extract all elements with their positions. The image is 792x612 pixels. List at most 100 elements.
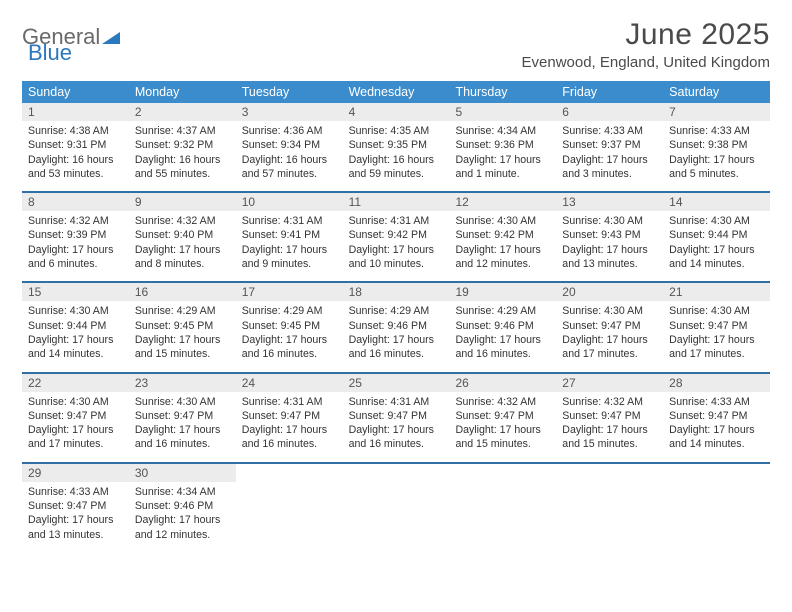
calendar-day: 1Sunrise: 4:38 AMSunset: 9:31 PMDaylight… xyxy=(22,103,129,191)
day-number: 22 xyxy=(22,374,129,392)
sunset-line: Sunset: 9:44 PM xyxy=(28,319,123,333)
brand-triangle-icon xyxy=(102,30,120,44)
daylight-line: Daylight: 17 hours and 13 minutes. xyxy=(562,243,657,272)
sunset-line: Sunset: 9:47 PM xyxy=(242,409,337,423)
day-details: Sunrise: 4:31 AMSunset: 9:41 PMDaylight:… xyxy=(236,211,343,281)
daylight-line: Daylight: 17 hours and 15 minutes. xyxy=(135,333,230,362)
sunset-line: Sunset: 9:42 PM xyxy=(455,228,550,242)
day-number: 27 xyxy=(556,374,663,392)
daylight-line: Daylight: 17 hours and 16 minutes. xyxy=(349,333,444,362)
weekday-header: Thursday xyxy=(449,81,556,103)
daylight-line: Daylight: 16 hours and 53 minutes. xyxy=(28,153,123,182)
sunrise-line: Sunrise: 4:32 AM xyxy=(455,395,550,409)
day-details: Sunrise: 4:34 AMSunset: 9:36 PMDaylight:… xyxy=(449,121,556,191)
daylight-line: Daylight: 16 hours and 59 minutes. xyxy=(349,153,444,182)
sunset-line: Sunset: 9:36 PM xyxy=(455,138,550,152)
day-number: 1 xyxy=(22,103,129,121)
daylight-line: Daylight: 17 hours and 16 minutes. xyxy=(242,423,337,452)
day-details: Sunrise: 4:30 AMSunset: 9:47 PMDaylight:… xyxy=(129,392,236,462)
weekday-header: Saturday xyxy=(663,81,770,103)
sunrise-line: Sunrise: 4:29 AM xyxy=(135,304,230,318)
sunset-line: Sunset: 9:35 PM xyxy=(349,138,444,152)
calendar-day: 3Sunrise: 4:36 AMSunset: 9:34 PMDaylight… xyxy=(236,103,343,191)
day-details: Sunrise: 4:29 AMSunset: 9:46 PMDaylight:… xyxy=(449,301,556,371)
day-details: Sunrise: 4:31 AMSunset: 9:47 PMDaylight:… xyxy=(236,392,343,462)
calendar-day: 4 Sunrise: 4:35 AMSunset: 9:35 PMDaylight… xyxy=(343,103,450,191)
calendar-week: 22Sunrise: 4:30 AMSunset: 9:47 PMDayligh… xyxy=(22,372,770,462)
daylight-line: Daylight: 16 hours and 57 minutes. xyxy=(242,153,337,182)
sunrise-line: Sunrise: 4:32 AM xyxy=(28,214,123,228)
day-number: 4 xyxy=(343,103,450,121)
day-number: 18 xyxy=(343,283,450,301)
day-details: Sunrise: 4:31 AMSunset: 9:47 PMDaylight:… xyxy=(343,392,450,462)
daylight-line: Daylight: 17 hours and 17 minutes. xyxy=(669,333,764,362)
weekday-header: Wednesday xyxy=(343,81,450,103)
sunset-line: Sunset: 9:46 PM xyxy=(135,499,230,513)
calendar-day: 13Sunrise: 4:30 AMSunset: 9:43 PMDayligh… xyxy=(556,193,663,281)
calendar-day: 26Sunrise: 4:32 AMSunset: 9:47 PMDayligh… xyxy=(449,374,556,462)
sunrise-line: Sunrise: 4:32 AM xyxy=(562,395,657,409)
daylight-line: Daylight: 17 hours and 16 minutes. xyxy=(349,423,444,452)
day-number: 25 xyxy=(343,374,450,392)
calendar-day: 27Sunrise: 4:32 AMSunset: 9:47 PMDayligh… xyxy=(556,374,663,462)
weekday-header: Tuesday xyxy=(236,81,343,103)
calendar-day: 29Sunrise: 4:33 AMSunset: 9:47 PMDayligh… xyxy=(22,464,129,552)
day-details: Sunrise: 4:30 AMSunset: 9:44 PMDaylight:… xyxy=(663,211,770,281)
sunrise-line: Sunrise: 4:38 AM xyxy=(28,124,123,138)
day-details: Sunrise: 4:33 AMSunset: 9:47 PMDaylight:… xyxy=(663,392,770,462)
calendar-day: 24Sunrise: 4:31 AMSunset: 9:47 PMDayligh… xyxy=(236,374,343,462)
day-details: Sunrise: 4:30 AMSunset: 9:43 PMDaylight:… xyxy=(556,211,663,281)
day-number: 26 xyxy=(449,374,556,392)
sunrise-line: Sunrise: 4:35 AM xyxy=(349,124,444,138)
day-details: Sunrise: 4:31 AMSunset: 9:42 PMDaylight:… xyxy=(343,211,450,281)
sunrise-line: Sunrise: 4:32 AM xyxy=(135,214,230,228)
sunset-line: Sunset: 9:46 PM xyxy=(349,319,444,333)
calendar-day: 2Sunrise: 4:37 AMSunset: 9:32 PMDaylight… xyxy=(129,103,236,191)
sunset-line: Sunset: 9:38 PM xyxy=(669,138,764,152)
day-details: Sunrise: 4:30 AMSunset: 9:42 PMDaylight:… xyxy=(449,211,556,281)
calendar-day: 12Sunrise: 4:30 AMSunset: 9:42 PMDayligh… xyxy=(449,193,556,281)
calendar-day: 15Sunrise: 4:30 AMSunset: 9:44 PMDayligh… xyxy=(22,283,129,371)
day-number: 9 xyxy=(129,193,236,211)
day-details: Sunrise: 4:32 AMSunset: 9:47 PMDaylight:… xyxy=(449,392,556,462)
sunset-line: Sunset: 9:45 PM xyxy=(135,319,230,333)
day-details: Sunrise: 4:32 AMSunset: 9:39 PMDaylight:… xyxy=(22,211,129,281)
daylight-line: Daylight: 17 hours and 16 minutes. xyxy=(455,333,550,362)
sunrise-line: Sunrise: 4:31 AM xyxy=(349,395,444,409)
sunset-line: Sunset: 9:44 PM xyxy=(669,228,764,242)
calendar-day: 5Sunrise: 4:34 AMSunset: 9:36 PMDaylight… xyxy=(449,103,556,191)
calendar-grid: SundayMondayTuesdayWednesdayThursdayFrid… xyxy=(22,81,770,552)
day-number: 23 xyxy=(129,374,236,392)
sunset-line: Sunset: 9:47 PM xyxy=(349,409,444,423)
sunrise-line: Sunrise: 4:34 AM xyxy=(455,124,550,138)
calendar-day: .. xyxy=(556,464,663,552)
sunrise-line: Sunrise: 4:30 AM xyxy=(455,214,550,228)
daylight-line: Daylight: 17 hours and 17 minutes. xyxy=(28,423,123,452)
sunrise-line: Sunrise: 4:30 AM xyxy=(562,304,657,318)
day-details: Sunrise: 4:30 AMSunset: 9:47 PMDaylight:… xyxy=(663,301,770,371)
sunset-line: Sunset: 9:32 PM xyxy=(135,138,230,152)
sunset-line: Sunset: 9:39 PM xyxy=(28,228,123,242)
calendar-day: 6Sunrise: 4:33 AMSunset: 9:37 PMDaylight… xyxy=(556,103,663,191)
sunset-line: Sunset: 9:46 PM xyxy=(455,319,550,333)
calendar-day: 25Sunrise: 4:31 AMSunset: 9:47 PMDayligh… xyxy=(343,374,450,462)
daylight-line: Daylight: 17 hours and 1 minute. xyxy=(455,153,550,182)
calendar-day: .. xyxy=(236,464,343,552)
sunset-line: Sunset: 9:47 PM xyxy=(28,499,123,513)
day-number: 16 xyxy=(129,283,236,301)
sunset-line: Sunset: 9:40 PM xyxy=(135,228,230,242)
calendar-day: 30Sunrise: 4:34 AMSunset: 9:46 PMDayligh… xyxy=(129,464,236,552)
calendar-day: 14Sunrise: 4:30 AMSunset: 9:44 PMDayligh… xyxy=(663,193,770,281)
day-number: 28 xyxy=(663,374,770,392)
day-details: Sunrise: 4:29 AMSunset: 9:45 PMDaylight:… xyxy=(236,301,343,371)
day-details: Sunrise: 4:30 AMSunset: 9:47 PMDaylight:… xyxy=(22,392,129,462)
daylight-line: Daylight: 17 hours and 8 minutes. xyxy=(135,243,230,272)
day-number: 10 xyxy=(236,193,343,211)
daylight-line: Daylight: 17 hours and 12 minutes. xyxy=(455,243,550,272)
daylight-line: Daylight: 17 hours and 14 minutes. xyxy=(669,423,764,452)
weekday-header: Monday xyxy=(129,81,236,103)
daylight-line: Daylight: 17 hours and 13 minutes. xyxy=(28,513,123,542)
calendar-day: 28Sunrise: 4:33 AMSunset: 9:47 PMDayligh… xyxy=(663,374,770,462)
day-details: Sunrise: 4:32 AMSunset: 9:40 PMDaylight:… xyxy=(129,211,236,281)
day-number: 3 xyxy=(236,103,343,121)
